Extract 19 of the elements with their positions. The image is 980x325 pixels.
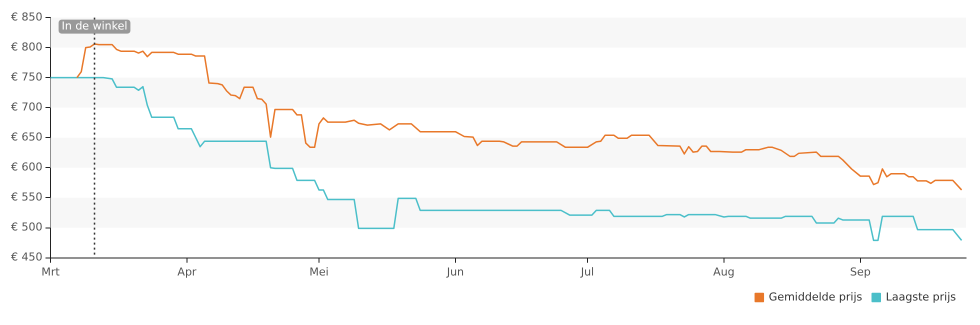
y-tick-label: € 850 — [10, 10, 42, 24]
ref-line-label: In de winkel — [62, 19, 128, 32]
y-tick-label: € 500 — [10, 220, 42, 234]
legend-label: Laagste prijs — [886, 290, 956, 304]
y-tick-label: € 750 — [10, 70, 42, 84]
y-tick-label: € 650 — [10, 130, 42, 144]
y-tick-label: € 600 — [10, 160, 42, 174]
x-tick-label: Mei — [309, 265, 329, 278]
y-tick-label: € 700 — [10, 100, 42, 114]
x-tick-label: Apr — [177, 265, 197, 278]
y-tick-label: € 450 — [10, 250, 42, 264]
x-tick-label: Jul — [580, 265, 594, 278]
y-tick-label: € 550 — [10, 190, 42, 204]
legend-label: Gemiddelde prijs — [768, 290, 863, 304]
x-tick-label: Aug — [713, 265, 735, 278]
x-tick-label: Mrt — [41, 265, 60, 278]
x-tick-label: Jun — [446, 265, 464, 278]
x-tick-label: Sep — [850, 265, 871, 278]
y-tick-label: € 800 — [10, 40, 42, 54]
